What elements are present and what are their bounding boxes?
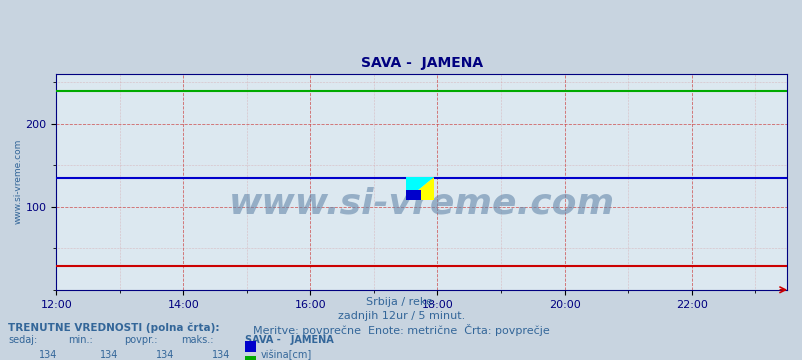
Text: 134: 134: [39, 350, 58, 360]
Text: SAVA -   JAMENA: SAVA - JAMENA: [245, 335, 334, 345]
Text: povpr.:: povpr.:: [124, 335, 158, 345]
Text: 134: 134: [156, 350, 174, 360]
Y-axis label: www.si-vreme.com: www.si-vreme.com: [14, 139, 22, 225]
Text: www.si-vreme.com: www.si-vreme.com: [229, 186, 614, 220]
Polygon shape: [405, 177, 434, 200]
Text: sedaj:: sedaj:: [8, 335, 37, 345]
Text: Meritve: povprečne  Enote: metrične  Črta: povprečje: Meritve: povprečne Enote: metrične Črta:…: [253, 324, 549, 336]
Text: 134: 134: [99, 350, 118, 360]
Text: 134: 134: [212, 350, 230, 360]
Title: SAVA -  JAMENA: SAVA - JAMENA: [360, 56, 482, 70]
Bar: [405, 190, 421, 200]
Text: min.:: min.:: [68, 335, 93, 345]
Text: zadnjih 12ur / 5 minut.: zadnjih 12ur / 5 minut.: [338, 311, 464, 321]
Text: Srbija / reke.: Srbija / reke.: [366, 297, 436, 307]
Text: višina[cm]: višina[cm]: [261, 350, 312, 360]
Text: maks.:: maks.:: [180, 335, 213, 345]
Polygon shape: [405, 177, 434, 200]
Text: TRENUTNE VREDNOSTI (polna črta):: TRENUTNE VREDNOSTI (polna črta):: [8, 322, 219, 333]
